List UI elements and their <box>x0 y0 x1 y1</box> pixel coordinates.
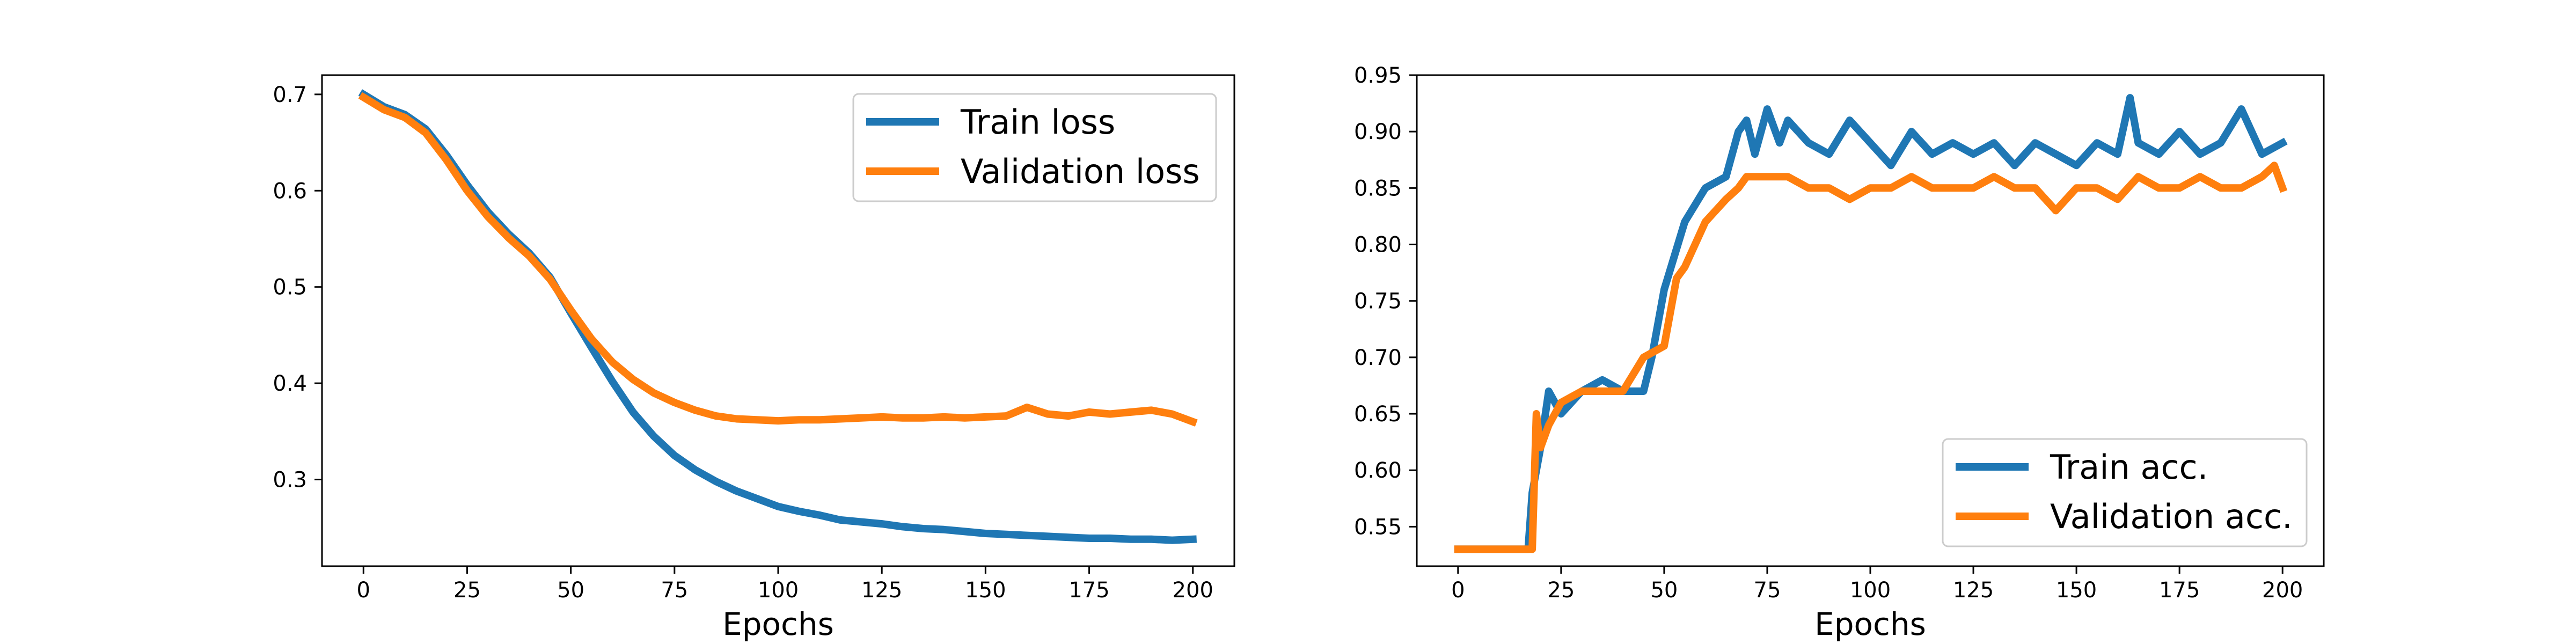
legend-label: Train loss <box>960 103 1115 142</box>
x-tick-label: 100 <box>1850 578 1891 603</box>
y-tick-label: 0.55 <box>1354 515 1402 539</box>
x-tick-label: 100 <box>758 578 799 603</box>
series-line-validation <box>1454 162 2288 553</box>
x-tick-label: 175 <box>2159 578 2200 603</box>
x-tick-label: 175 <box>1069 578 1109 603</box>
legend-box <box>1942 438 2308 547</box>
x-tick-label: 200 <box>2262 578 2303 603</box>
series-line-validation <box>358 92 1198 427</box>
y-tick-label: 0.65 <box>1354 402 1402 427</box>
legend-label: Validation acc. <box>2050 497 2293 536</box>
x-tick-label: 200 <box>1173 578 1213 603</box>
x-axis-label: Epochs <box>1814 606 1926 642</box>
x-tick-label: 50 <box>1650 578 1678 603</box>
y-tick-label: 0.75 <box>1354 289 1402 314</box>
x-tick-label: 0 <box>1451 578 1465 603</box>
y-tick-label: 0.90 <box>1354 120 1402 144</box>
y-tick-label: 0.70 <box>1354 346 1402 370</box>
y-tick-label: 0.3 <box>273 468 307 493</box>
y-tick-label: 0.6 <box>273 179 307 203</box>
legend: Train acc. Validation acc. <box>1942 438 2308 547</box>
legend-box <box>852 93 1217 202</box>
legend: Train loss Validation loss <box>852 93 1217 202</box>
y-tick-label: 0.85 <box>1354 176 1402 201</box>
x-tick-label: 75 <box>1754 578 1781 603</box>
legend-label: Validation loss <box>961 152 1200 191</box>
x-tick-label: 50 <box>557 578 584 603</box>
x-tick-label: 150 <box>2056 578 2097 603</box>
y-tick-label: 0.60 <box>1354 458 1402 483</box>
x-tick-label: 0 <box>357 578 370 603</box>
legend-label: Train acc. <box>2050 448 2208 487</box>
y-tick-label: 0.80 <box>1354 233 1402 258</box>
y-tick-label: 0.5 <box>273 275 307 300</box>
accuracy-chart: 0 25 50 75 100 125 150 175 200 0.55 0.60 0.65 0.70 0.… <box>1354 63 2325 642</box>
y-tick-label: 0.95 <box>1354 63 1402 88</box>
y-tick-label: 0.4 <box>273 371 307 396</box>
series-line-train <box>1454 94 2288 553</box>
x-tick-label: 125 <box>1953 578 1994 603</box>
x-tick-label: 25 <box>1547 578 1575 603</box>
x-tick-label: 150 <box>965 578 1006 603</box>
x-tick-label: 75 <box>661 578 688 603</box>
y-tick-label: 0.7 <box>273 83 307 107</box>
x-axis-label: Epochs <box>722 606 834 642</box>
loss-chart: 0 25 50 75 100 125 150 175 200 0.3 0.4 0.5 0.6 0.7 Epo… <box>273 74 1235 642</box>
x-tick-label: 25 <box>453 578 481 603</box>
x-tick-label: 125 <box>861 578 902 603</box>
